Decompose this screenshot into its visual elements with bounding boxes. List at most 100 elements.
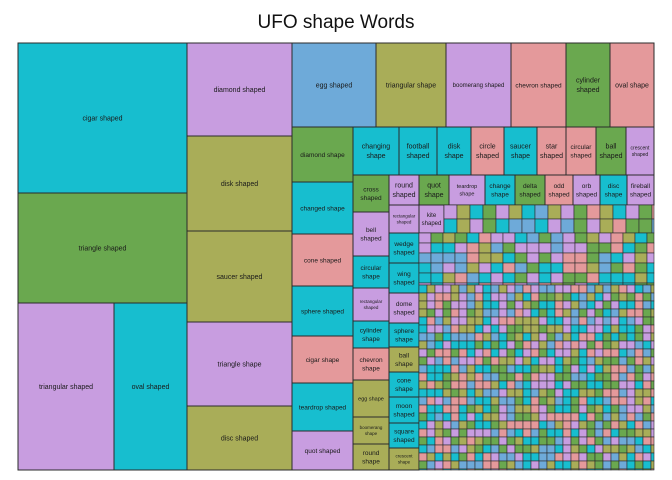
small-tile [546,380,556,390]
small-tile [521,218,536,234]
small-tile [490,380,500,390]
small-tile [490,396,500,406]
small-tile [442,380,452,390]
small-tile [474,468,484,471]
small-tile [498,380,508,390]
small-tile [586,436,596,446]
small-tile [594,468,604,471]
small-tile [530,324,540,334]
small-tile [618,460,628,470]
small-tile [442,324,452,334]
small-tile [498,348,508,358]
small-tile [578,300,588,310]
small-tile [474,436,484,446]
small-tile [466,452,476,462]
small-tile [474,372,484,382]
small-tile [602,372,612,382]
treemap-tile [626,174,655,206]
small-tile [626,372,636,382]
small-tile [634,308,644,318]
small-tile [642,308,652,318]
small-tile [458,284,468,294]
small-tile [466,404,476,414]
small-tile [466,468,476,471]
small-tile [586,262,600,274]
small-tile [530,372,540,382]
small-tile [546,300,556,310]
small-tile [458,428,468,438]
small-tile [586,444,596,454]
small-tile [490,332,500,342]
small-tile [594,292,604,302]
small-tile [450,284,460,294]
small-tile [502,262,516,274]
small-tile [442,242,456,254]
small-tile [538,300,548,310]
small-tile [578,332,588,342]
small-tile [530,316,540,326]
small-tile [642,388,652,398]
small-tile [538,262,552,274]
small-tile [514,284,524,294]
small-tile [634,436,644,446]
small-tile [550,242,564,254]
small-tile [514,262,528,274]
small-tile [450,428,460,438]
small-tile [418,452,428,462]
small-tile [526,232,540,244]
small-tile [450,396,460,406]
small-tile [498,468,508,471]
small-tile [418,468,428,471]
treemap-tile [291,181,354,235]
small-tile [434,412,444,422]
small-tile [554,316,564,326]
treemap-tile [291,126,354,183]
small-tile [506,404,516,414]
small-tile [434,380,444,390]
small-tile [426,348,436,358]
small-tile [434,436,444,446]
small-tile [458,412,468,422]
small-tile [650,316,655,326]
small-tile [594,452,604,462]
small-tile [554,340,564,350]
tile-label: cross shaped [360,186,382,202]
small-tile [634,284,644,294]
small-tile [442,372,452,382]
small-tile [538,348,548,358]
small-tile [634,372,644,382]
small-tile [490,316,500,326]
small-tile [434,364,444,374]
small-tile [450,372,460,382]
small-tile [626,348,636,358]
small-tile [442,262,456,274]
small-tile [554,428,564,438]
small-tile [625,204,640,220]
small-tile [618,372,628,382]
small-tile [418,316,428,326]
small-tile [610,444,620,454]
small-tile [466,348,476,358]
tile-label: circle shaped [476,144,499,160]
treemap-tile [113,302,188,471]
small-tile [538,356,548,366]
small-tile [478,272,492,284]
small-tile [562,420,572,430]
small-tile [610,364,620,374]
small-tile [546,356,556,366]
small-tile [450,340,460,350]
small-tile [490,428,500,438]
small-tile [546,420,556,430]
small-tile [506,412,516,422]
small-tile [546,396,556,406]
small-tile [442,272,456,284]
small-tile [622,242,636,254]
small-tile [538,324,548,334]
small-tile [538,436,548,446]
small-tile [482,284,492,294]
small-tile [530,404,540,414]
small-tile [530,436,540,446]
small-tile [506,300,516,310]
small-tile [418,444,428,454]
